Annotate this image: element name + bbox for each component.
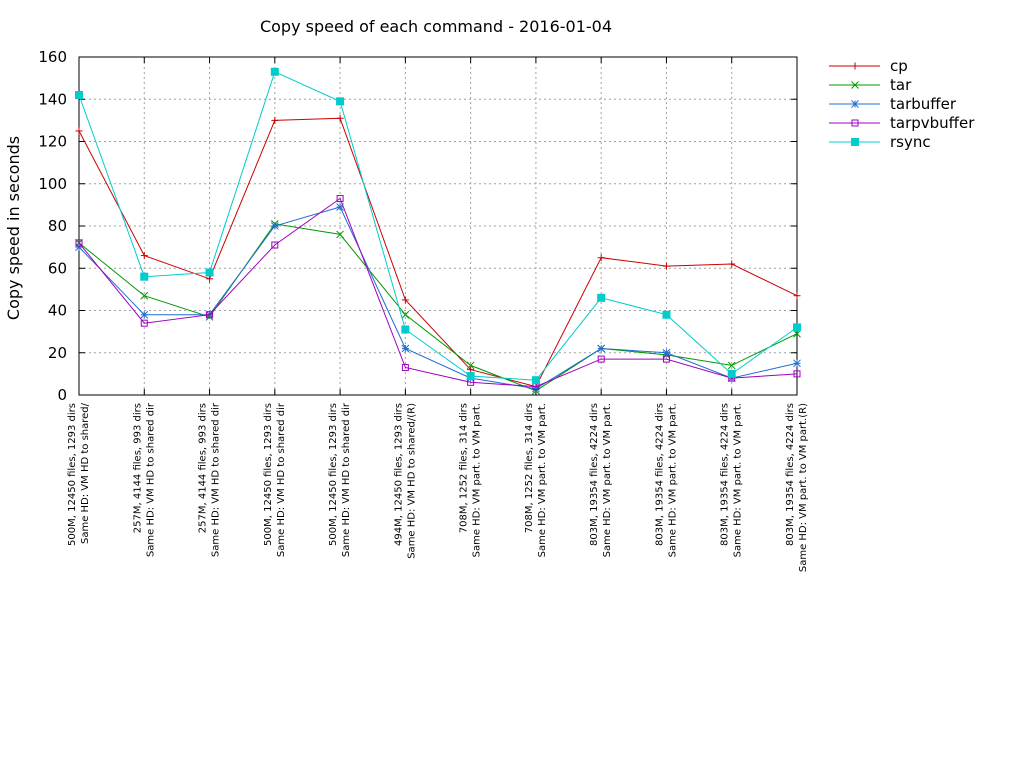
data-point — [270, 222, 279, 230]
legend-label: cp — [890, 57, 908, 75]
data-point — [793, 329, 801, 338]
x-tick-label: Same HD: VM HD to shared dir — [145, 402, 156, 557]
x-tick-label: 708M, 1252 files, 314 dirs — [459, 403, 470, 533]
data-point — [140, 272, 149, 281]
x-tick-label: Same HD: VM HD to shared/(R) — [406, 403, 417, 559]
data-point — [140, 291, 149, 300]
series-cp — [75, 114, 801, 391]
y-tick-label: 60 — [48, 259, 67, 277]
data-point — [336, 97, 345, 106]
data-point — [206, 311, 214, 319]
x-tick-label: 708M, 1252 files, 314 dirs — [524, 403, 535, 533]
data-point — [597, 355, 605, 363]
series-line — [78, 197, 798, 388]
x-tick-label: 257M, 4144 files, 993 dirs — [132, 403, 143, 533]
x-tick-label: Same HD: VM HD to shared dir — [341, 402, 352, 557]
data-point — [75, 239, 83, 247]
legend-item-tarbuffer: tarbuffer — [829, 95, 957, 113]
data-point — [531, 376, 540, 385]
data-point — [851, 138, 859, 146]
data-point — [662, 355, 670, 363]
data-point — [466, 371, 475, 380]
data-point — [532, 384, 540, 393]
series-group — [75, 67, 801, 395]
y-tick-label: 100 — [38, 175, 67, 193]
data-point — [401, 364, 409, 372]
data-point — [401, 310, 410, 319]
legend-label: tar — [890, 76, 912, 94]
data-point — [662, 310, 671, 319]
y-tick-label: 80 — [48, 217, 67, 235]
data-point — [597, 344, 606, 353]
x-tick-label: 803M, 19354 files, 4224 dirs — [654, 403, 665, 546]
y-tick-label: 40 — [48, 302, 67, 320]
x-tick-label: Same HD: VM part. to VM part. — [472, 403, 483, 557]
data-point — [270, 67, 279, 76]
x-tick-label: Same HD: VM part. to VM part. — [602, 403, 613, 557]
y-tick-label: 120 — [38, 133, 67, 151]
series-line — [78, 117, 798, 388]
x-tick-label: 500M, 12450 files, 1293 dirs — [67, 403, 78, 546]
x-tick-label: Same HD: VM HD to shared/ — [80, 402, 91, 544]
data-point — [597, 293, 606, 302]
legend-label: tarbuffer — [890, 95, 957, 113]
series-line — [78, 71, 798, 381]
legend-item-tar: tar — [829, 76, 912, 94]
x-tick-label: 803M, 19354 files, 4224 dirs — [589, 403, 600, 546]
data-point — [793, 359, 801, 368]
chart-title: Copy speed of each command - 2016-01-04 — [260, 17, 612, 36]
data-point — [401, 344, 410, 353]
legend-item-tarpvbuffer: tarpvbuffer — [829, 114, 975, 132]
data-point — [662, 348, 671, 357]
data-point — [271, 241, 279, 249]
x-tick-label: Same HD: VM part. to VM part. — [667, 403, 678, 557]
series-rsync — [75, 67, 801, 385]
x-tick-label: 494M, 12450 files, 1293 dirs — [393, 403, 404, 546]
x-tick-label: Same HD: VM HD to shared dir — [211, 402, 222, 557]
data-point — [466, 361, 475, 370]
data-point — [75, 243, 83, 251]
series-tarbuffer — [75, 203, 801, 393]
legend-item-cp: cp — [829, 57, 908, 75]
data-point — [851, 81, 859, 89]
x-tick-label: Same HD: VM part. to VM part. — [537, 403, 548, 557]
data-point — [205, 268, 214, 277]
data-point — [793, 323, 801, 332]
x-tick-label: Same HD: VM part. to VM part.(R) — [798, 403, 809, 572]
series-tarpvbuffer — [75, 195, 801, 391]
data-point — [75, 91, 83, 100]
legend-label: rsync — [890, 133, 931, 151]
y-tick-label: 20 — [48, 344, 67, 362]
x-tick-label: 803M, 19354 files, 4224 dirs — [785, 403, 796, 546]
data-point — [727, 369, 736, 378]
axis-ticks: 0 20 40 60 80 100 120 140 160 500M, 12450 files, … — [38, 48, 809, 572]
legend-label: tarpvbuffer — [890, 114, 975, 132]
y-tick-label: 0 — [57, 386, 67, 404]
data-point — [851, 119, 859, 127]
y-tick-label: 160 — [38, 48, 67, 66]
grid — [79, 57, 797, 395]
series-tar — [75, 220, 801, 395]
y-tick-label: 140 — [38, 90, 67, 108]
data-point — [336, 195, 344, 203]
legend-item-rsync: rsync — [829, 133, 931, 151]
data-point — [140, 319, 148, 327]
data-point — [727, 361, 736, 370]
x-tick-label: 500M, 12450 files, 1293 dirs — [263, 403, 274, 546]
y-axis-label: Copy speed in seconds — [4, 136, 23, 320]
x-tick-label: 257M, 4144 files, 993 dirs — [198, 403, 209, 533]
x-tick-label: 500M, 12450 files, 1293 dirs — [328, 403, 339, 546]
data-point — [140, 310, 149, 319]
x-tick-label: 803M, 19354 files, 4224 dirs — [720, 403, 731, 546]
data-point — [401, 325, 410, 334]
x-tick-label: Same HD: VM HD to shared dir — [276, 402, 287, 557]
x-tick-label: Same HD: VM part. to VM part. — [733, 403, 744, 557]
data-point — [793, 370, 801, 378]
series-line — [78, 206, 798, 390]
data-point — [336, 230, 344, 239]
data-point — [851, 100, 859, 108]
